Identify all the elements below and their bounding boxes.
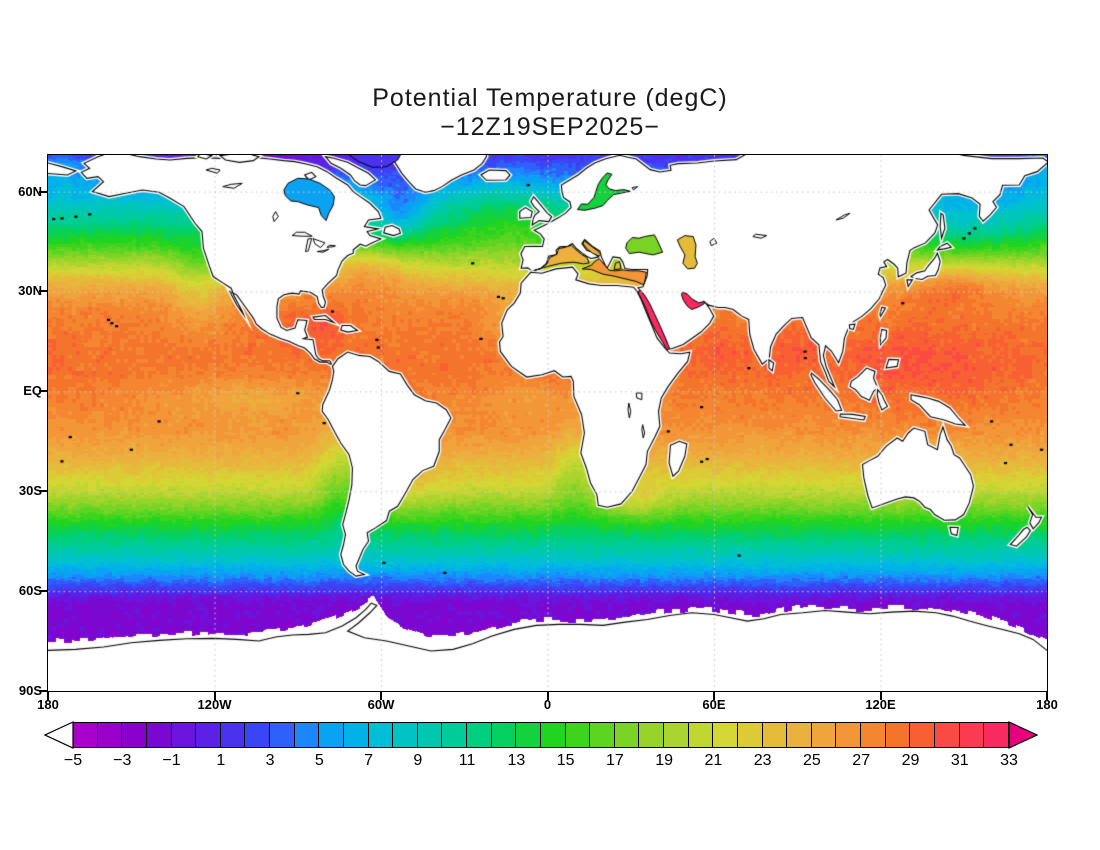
colorbar-box-1 — [219, 722, 246, 748]
colorbar-under-arrow — [44, 721, 74, 749]
lat-tick-30S — [39, 490, 47, 493]
colorbar-box-4 — [293, 722, 320, 748]
colorbar-box--4 — [96, 722, 123, 748]
colorbar-label-29: 29 — [901, 752, 920, 769]
colorbar-box-29 — [909, 722, 935, 748]
colorbar-label-13: 13 — [507, 752, 526, 769]
lon-label-60E: 60E — [702, 697, 726, 712]
colorbar-label-7: 7 — [364, 752, 374, 769]
lon-tick-120E — [879, 692, 882, 700]
colorbar-label-17: 17 — [605, 752, 624, 769]
colorbar-label-23: 23 — [753, 752, 772, 769]
colorbar-box-7 — [367, 722, 394, 748]
colorbar-box-2 — [244, 722, 270, 748]
colorbar-label-−3: −3 — [113, 752, 132, 769]
colorbar-box-13 — [515, 722, 541, 748]
colorbar-box-21 — [712, 722, 738, 748]
lat-label-30N: 30N — [18, 283, 42, 299]
lat-label-60N: 60N — [18, 183, 42, 199]
colorbar-label-11: 11 — [458, 752, 476, 769]
colorbar-label-9: 9 — [413, 752, 423, 769]
colorbar-box-16 — [589, 722, 615, 748]
colorbar-box-22 — [736, 722, 763, 748]
colorbar-box-10 — [441, 722, 467, 748]
lon-label-60W: 60W — [367, 697, 395, 712]
colorbar-box-3 — [269, 722, 295, 748]
lon-tick-60E — [713, 692, 715, 700]
colorbar-label-25: 25 — [803, 752, 821, 769]
colorbar-label-21: 21 — [704, 752, 723, 769]
lon-tick-0 — [546, 692, 549, 700]
colorbar-box--1 — [170, 722, 197, 748]
chart-title: Potential Temperature (degC) — [372, 84, 728, 112]
colorbar-box-19 — [663, 722, 689, 748]
map-plot-area — [47, 154, 1048, 692]
colorbar-box-17 — [613, 722, 640, 748]
colorbar-box-28 — [884, 722, 911, 748]
lon-label-120W: 120W — [197, 697, 232, 712]
colorbar-box-5 — [318, 722, 344, 748]
colorbar-box--2 — [145, 722, 172, 748]
colorbar-box-30 — [933, 722, 960, 748]
colorbar-box-6 — [342, 722, 369, 748]
lon-tick-60W — [380, 692, 382, 700]
lat-tick-EQ — [39, 390, 47, 393]
lat-tick-30N — [39, 290, 47, 293]
colorbar-box-18 — [638, 722, 664, 748]
lon-label-120E: 120E — [865, 697, 896, 712]
lon-label-180: 180 — [1036, 697, 1058, 712]
colorbar-label-19: 19 — [655, 752, 674, 769]
colorbar-box-9 — [416, 722, 443, 748]
lon-tick-120W — [213, 692, 216, 700]
colorbar-box-23 — [761, 722, 788, 748]
colorbar-box-20 — [687, 722, 714, 748]
colorbar-box-26 — [835, 722, 861, 748]
lon-label-0: 0 — [543, 697, 552, 712]
lat-tick-90S — [39, 690, 47, 692]
lon-tick-180 — [1046, 692, 1048, 700]
lat-label-30S: 30S — [18, 483, 42, 499]
colorbar-label-5: 5 — [314, 752, 324, 769]
colorbar-label-31: 31 — [950, 752, 969, 769]
colorbar-box-11 — [466, 722, 492, 748]
colorbar-box-14 — [539, 722, 566, 748]
colorbar-box--3 — [121, 722, 147, 748]
colorbar-box-0 — [195, 722, 221, 748]
colorbar-box-32 — [983, 722, 1009, 748]
colorbar-box-12 — [490, 722, 517, 748]
colorbar-box-31 — [958, 722, 985, 748]
colorbar-box-8 — [392, 722, 418, 748]
lat-tick-60N — [39, 190, 47, 193]
colorbar-label-33: 33 — [1000, 752, 1018, 769]
colorbar-label-1: 1 — [216, 752, 226, 769]
lat-label-60S: 60S — [18, 583, 42, 599]
colorbar-label-27: 27 — [852, 752, 871, 769]
lat-label-90S: 90S — [18, 683, 42, 698]
temperature-field-canvas — [48, 155, 1047, 691]
colorbar-box-15 — [564, 722, 591, 748]
colorbar-box--5 — [72, 722, 98, 748]
lon-label-180: 180 — [37, 697, 59, 712]
colorbar-box-27 — [860, 722, 886, 748]
lon-tick-180 — [47, 692, 49, 700]
colorbar-label-15: 15 — [556, 752, 575, 769]
lat-label-EQ: EQ — [23, 383, 42, 399]
colorbar-strip — [72, 722, 1009, 748]
colorbar-box-24 — [786, 722, 812, 748]
colorbar-label-−5: −5 — [63, 752, 83, 769]
colorbar-box-25 — [810, 722, 837, 748]
lat-tick-60S — [39, 590, 47, 593]
colorbar-over-arrow — [1008, 721, 1038, 749]
colorbar-label-−1: −1 — [162, 752, 181, 769]
chart-subtitle: −12Z19SEP2025− — [440, 113, 660, 141]
colorbar-label-3: 3 — [265, 752, 275, 769]
